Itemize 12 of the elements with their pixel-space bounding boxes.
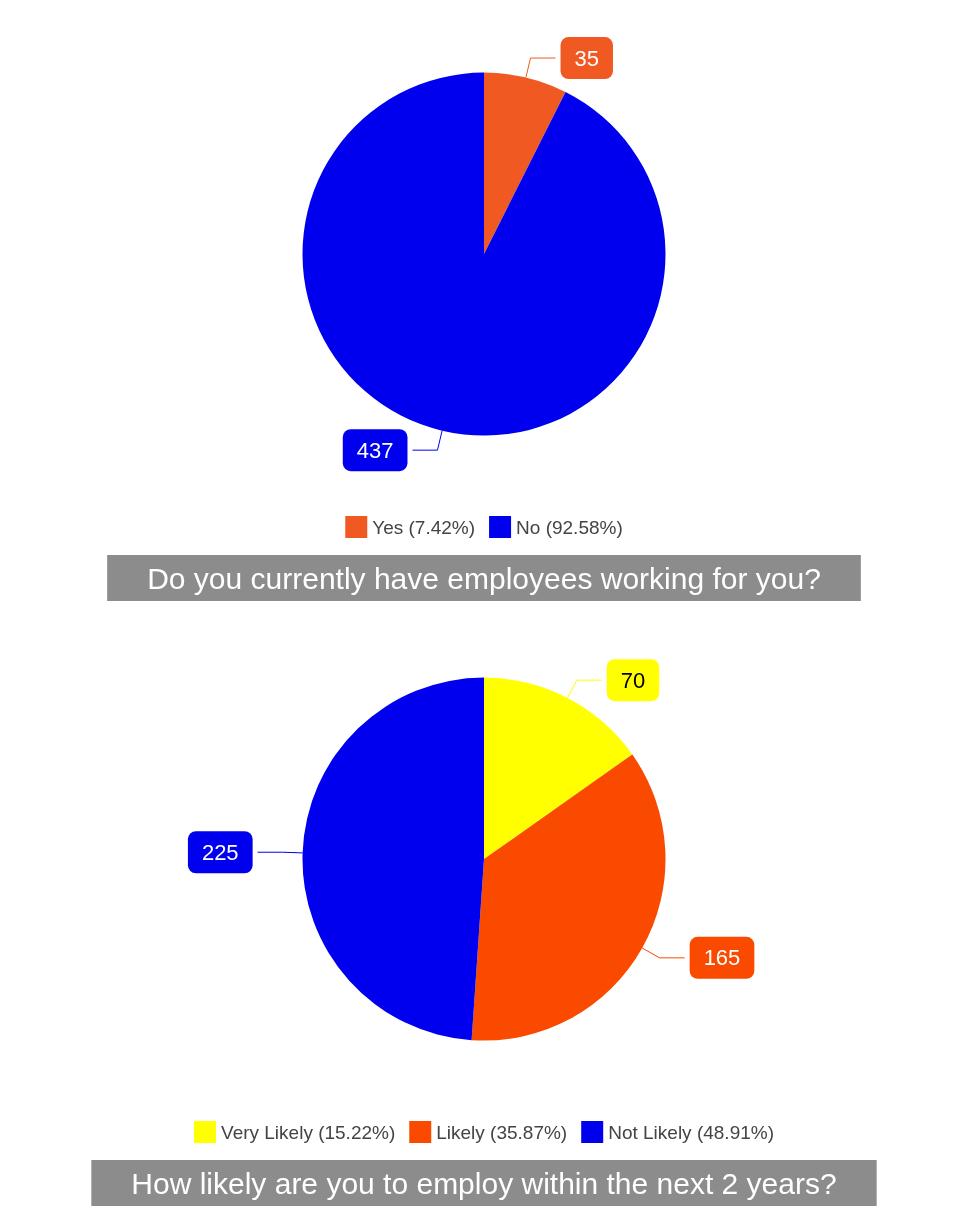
legend-label: Very Likely (15.22%) (221, 1121, 396, 1143)
data-label: 225 (201, 839, 239, 865)
data-label: 35 (574, 45, 599, 71)
text: How likely are you to employ within the next 2 years? (131, 1166, 837, 1200)
legend-label: No (92.58%) (516, 516, 623, 538)
legend-label: Not Likely (48.91%) (608, 1121, 774, 1143)
data-label: 437 (356, 437, 394, 463)
legend-label: Likely (35.87%) (436, 1121, 568, 1143)
data-label: 165 (703, 945, 741, 971)
text: Do you currently have employees working for you? (147, 561, 821, 595)
legend-label: Yes (7.42%) (372, 516, 476, 538)
data-label: 70 (620, 667, 646, 693)
